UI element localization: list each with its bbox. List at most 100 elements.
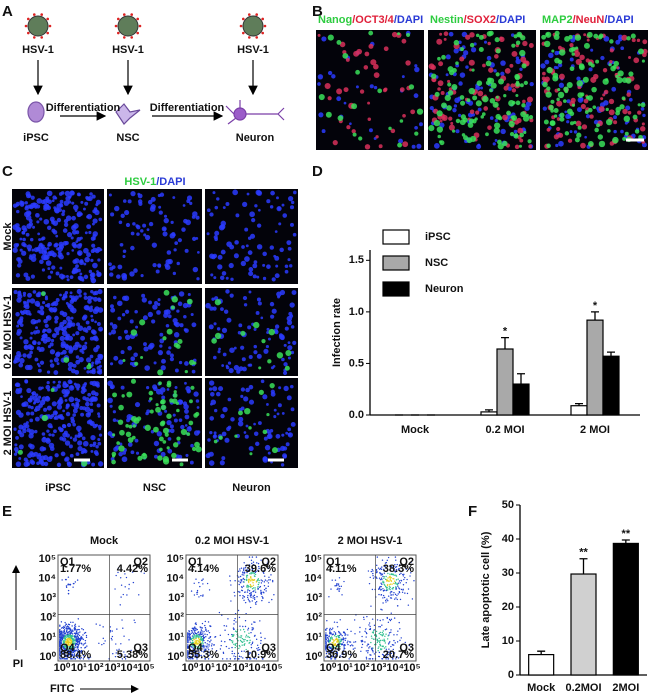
cell-signal: [29, 336, 33, 340]
flow-event: [247, 636, 249, 638]
cell-signal: [276, 206, 282, 212]
cell-signal: [529, 82, 534, 87]
cell-signal: [174, 386, 178, 390]
cell-signal: [171, 452, 177, 459]
cell-signal: [27, 292, 32, 298]
flow-event: [109, 626, 112, 628]
cell-signal: [21, 231, 26, 235]
cell-signal: [282, 370, 288, 376]
flow-event: [238, 583, 240, 586]
flow-event: [190, 655, 192, 658]
cell-signal: [522, 99, 526, 104]
flow-event: [378, 651, 381, 654]
flow-event: [386, 638, 389, 640]
cell-signal: [55, 234, 59, 238]
cell-signal: [468, 118, 475, 124]
cell-signal: [473, 132, 480, 139]
flow-event: [376, 641, 379, 644]
flow-event: [188, 632, 190, 635]
flow-event: [378, 625, 380, 628]
flow-y-tick: 10³: [168, 592, 184, 604]
cell-signal: [597, 134, 604, 140]
cell-signal: [96, 403, 101, 408]
flow-event: [192, 633, 195, 635]
cell-signal: [130, 378, 137, 384]
cell-signal: [289, 264, 293, 268]
cell-signal: [77, 275, 83, 281]
cell-signal: [274, 273, 280, 279]
cell-signal: [188, 420, 194, 426]
flow-event: [189, 657, 191, 659]
flow-event: [248, 556, 251, 558]
cell-signal: [52, 195, 57, 200]
cell-signal: [489, 98, 496, 104]
quadrant-value: 4.14%: [188, 563, 219, 575]
cell-signal: [337, 115, 344, 121]
flow-event: [76, 629, 78, 631]
flow-event: [124, 654, 126, 656]
cell-signal: [20, 395, 23, 398]
flow-event: [262, 591, 264, 593]
cell-signal: [65, 275, 69, 279]
flow-event: [372, 651, 374, 653]
cell-signal: [434, 143, 440, 149]
cell-signal: [363, 65, 369, 70]
cell-signal: [508, 99, 515, 107]
flow-event: [391, 583, 393, 585]
flow-event: [197, 631, 200, 633]
cell-signal: [416, 143, 422, 149]
title-part: /DAPI: [156, 176, 185, 188]
cell-signal: [628, 71, 634, 77]
flow-event: [124, 573, 126, 575]
flow-event: [115, 643, 117, 645]
cell-signal: [496, 107, 500, 111]
cell-signal: [61, 209, 66, 214]
cell-signal: [94, 320, 97, 324]
cell-signal: [477, 107, 482, 112]
cell-signal: [355, 85, 359, 89]
flow-event: [395, 586, 397, 588]
flow-event: [367, 652, 369, 654]
cell-signal: [448, 31, 454, 37]
flow-y-tick: 10⁴: [304, 573, 322, 585]
flow-event: [372, 574, 374, 577]
cell-signal: [269, 205, 274, 209]
error-bar: [501, 337, 509, 349]
flow-event: [327, 637, 329, 640]
cell-signal: [169, 356, 175, 362]
virus-spike: [255, 13, 259, 16]
flow-event: [245, 578, 248, 580]
cell-signal: [17, 263, 22, 268]
flow-event: [203, 647, 205, 649]
cell-signal: [77, 429, 81, 433]
flow-event: [238, 636, 240, 638]
flow-event: [371, 588, 374, 591]
legend-swatch: [382, 229, 410, 245]
flow-event: [269, 579, 271, 581]
cell-signal: [31, 340, 37, 345]
cell-signal: [95, 203, 99, 207]
cell-signal: [613, 115, 617, 120]
flow-event: [241, 574, 243, 576]
cell-signal: [226, 317, 232, 323]
flow-event: [195, 623, 197, 626]
cell-signal: [71, 215, 76, 221]
cell-signal: [482, 95, 489, 103]
cell-signal: [214, 205, 219, 210]
cell-signal: [553, 114, 558, 118]
flow-event: [121, 619, 123, 621]
cell-signal: [22, 309, 28, 315]
cell-signal: [90, 305, 93, 309]
cell-signal: [267, 359, 272, 364]
flow-event: [239, 594, 241, 597]
cell-signal: [515, 40, 521, 45]
flow-event: [329, 631, 331, 633]
flow-event: [243, 578, 245, 581]
flow-event: [382, 594, 385, 597]
flow-event: [193, 582, 195, 585]
flow-event: [342, 637, 345, 639]
flow-event: [76, 579, 79, 581]
cell-signal: [580, 103, 586, 110]
cell-signal: [90, 275, 95, 281]
cell-signal: [287, 427, 292, 432]
